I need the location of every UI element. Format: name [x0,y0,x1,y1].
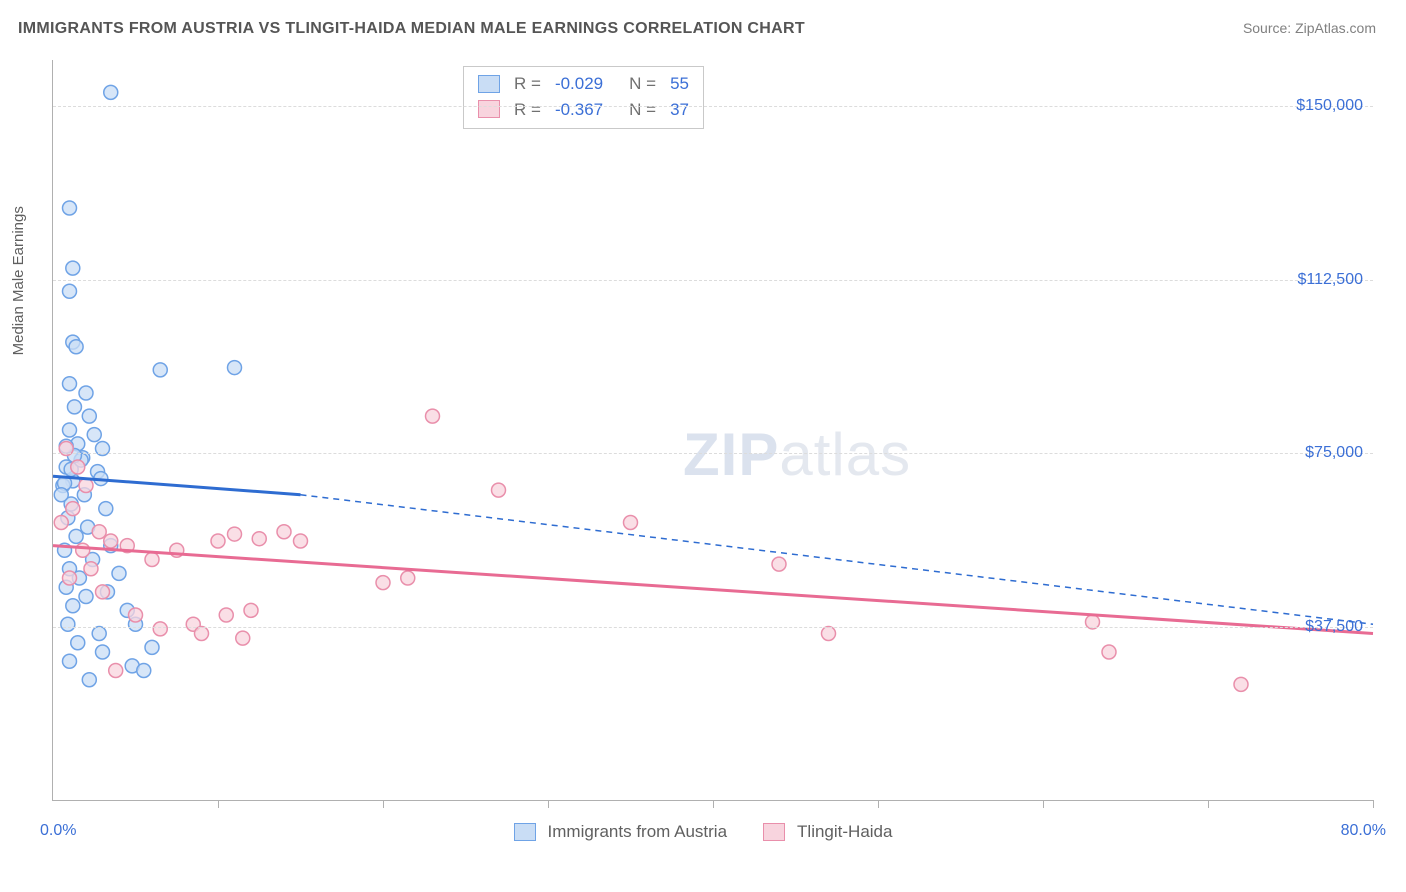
data-point [236,631,250,645]
data-point [63,201,77,215]
data-point [99,502,113,516]
data-point [376,576,390,590]
data-point [92,627,106,641]
data-point [79,479,93,493]
data-point [63,571,77,585]
data-point [145,640,159,654]
trend-line [53,546,1373,634]
plot-area: ZIPatlas R =-0.029N =55R =-0.367N =37 $3… [52,60,1373,801]
data-point [426,409,440,423]
data-point [82,409,96,423]
legend-label: Tlingit-Haida [797,822,892,842]
data-point [624,516,638,530]
data-point [1102,645,1116,659]
data-point [63,284,77,298]
data-point [69,529,83,543]
data-point [96,585,110,599]
data-point [87,428,101,442]
x-tick [1043,800,1044,808]
data-point [153,363,167,377]
data-point [195,627,209,641]
data-point [63,654,77,668]
scatter-svg [53,60,1373,800]
trend-line-dashed [301,495,1374,625]
y-axis-title: Median Male Earnings [10,206,27,355]
data-point [67,400,81,414]
data-point [228,361,242,375]
data-point [129,608,143,622]
data-point [492,483,506,497]
source-attribution: Source: ZipAtlas.com [1243,20,1376,36]
data-point [84,562,98,576]
x-tick [878,800,879,808]
x-tick [1373,800,1374,808]
chart-title: IMMIGRANTS FROM AUSTRIA VS TLINGIT-HAIDA… [18,20,805,38]
legend-swatch [514,823,536,841]
data-point [228,527,242,541]
data-point [79,386,93,400]
data-point [76,543,90,557]
x-tick [548,800,549,808]
legend-swatch [763,823,785,841]
x-tick [218,800,219,808]
data-point [822,627,836,641]
data-point [219,608,233,622]
y-tick-label: $112,500 [1297,271,1363,289]
data-point [69,340,83,354]
data-point [109,664,123,678]
data-point [82,673,96,687]
data-point [96,645,110,659]
legend-label: Immigrants from Austria [548,822,728,842]
y-tick-label: $150,000 [1296,97,1363,115]
data-point [153,622,167,636]
data-point [54,516,68,530]
x-tick [1208,800,1209,808]
legend-item: Immigrants from Austria [514,822,728,842]
data-point [71,460,85,474]
data-point [244,603,258,617]
data-point [104,85,118,99]
x-tick [713,800,714,808]
data-point [112,566,126,580]
data-point [92,525,106,539]
data-point [294,534,308,548]
source-link[interactable]: ZipAtlas.com [1295,20,1376,36]
data-point [66,502,80,516]
y-tick-label: $75,000 [1305,444,1363,462]
data-point [66,261,80,275]
data-point [54,488,68,502]
data-point [252,532,266,546]
data-point [63,423,77,437]
data-point [61,617,75,631]
data-point [137,664,151,678]
data-point [63,377,77,391]
data-point [145,553,159,567]
source-label: Source: [1243,20,1295,36]
data-point [1234,677,1248,691]
x-tick [383,800,384,808]
data-point [71,636,85,650]
gridline [53,280,1373,281]
data-point [277,525,291,539]
gridline [53,453,1373,454]
data-point [401,571,415,585]
legend: Immigrants from Austria Tlingit-Haida [0,822,1406,842]
data-point [772,557,786,571]
data-point [79,590,93,604]
gridline [53,106,1373,107]
data-point [66,599,80,613]
gridline [53,627,1373,628]
data-point [211,534,225,548]
y-tick-label: $37,500 [1305,618,1363,636]
legend-item: Tlingit-Haida [763,822,892,842]
data-point [104,534,118,548]
